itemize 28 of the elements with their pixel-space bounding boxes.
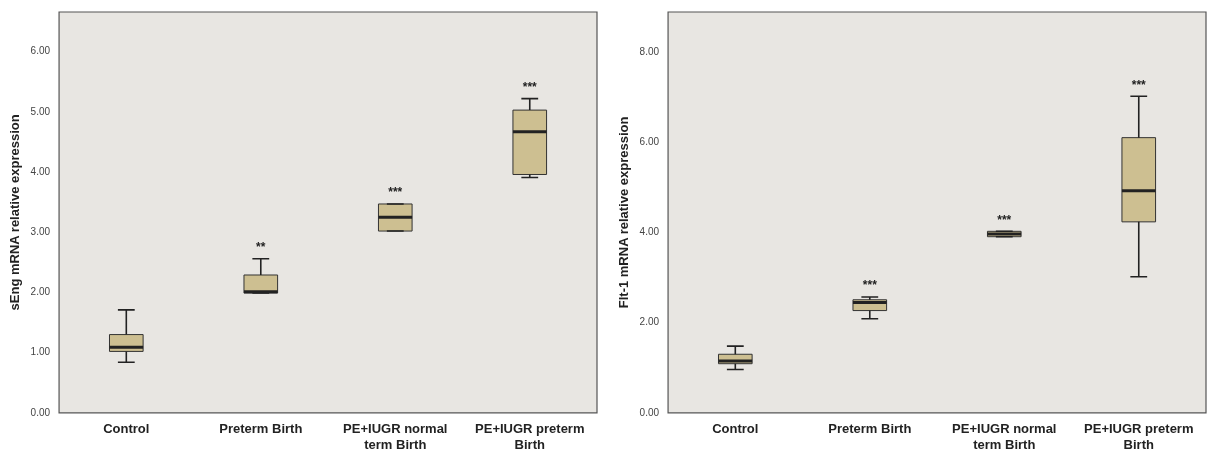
y-tick-label: 1.00: [30, 346, 51, 358]
y-tick-label: 3.00: [30, 226, 51, 238]
x-tick-label: Preterm Birth: [828, 421, 912, 437]
x-tick-label: PE+IUGR normal term Birth: [952, 421, 1057, 452]
x-tick-label: PE+IUGR preterm Birth: [1084, 421, 1194, 452]
annotation: **: [256, 240, 266, 255]
y-tick-label: 6.00: [30, 45, 51, 57]
y-tick-label: 2.00: [639, 316, 660, 328]
y-tick-label: 0.00: [639, 406, 660, 418]
x-tick-label: Control: [103, 421, 150, 437]
y-tick-label: 4.00: [639, 226, 660, 238]
y-tick-label: 6.00: [639, 136, 660, 148]
annotation: ***: [862, 278, 878, 293]
y-tick-label: 8.00: [639, 46, 660, 58]
annotation: ***: [997, 212, 1012, 227]
y-tick-label: 5.00: [30, 105, 51, 117]
x-tick-label: Control: [712, 421, 759, 437]
y-tick-label: 0.00: [30, 406, 51, 418]
x-tick-label: Preterm Birth: [219, 421, 303, 437]
x-tick-label: PE+IUGR normal term Birth: [343, 421, 448, 452]
y-axis-title: Flt-1 mRNA relative expression: [616, 116, 632, 309]
annotation: ***: [522, 79, 538, 94]
y-axis-title: sEng mRNA relative expression: [7, 114, 23, 311]
y-tick-label: 2.00: [30, 286, 51, 298]
x-tick-label: PE+IUGR preterm Birth: [475, 421, 585, 452]
annotation: ***: [388, 185, 403, 200]
y-tick-label: 4.00: [30, 165, 51, 177]
annotation: ***: [1131, 77, 1147, 92]
